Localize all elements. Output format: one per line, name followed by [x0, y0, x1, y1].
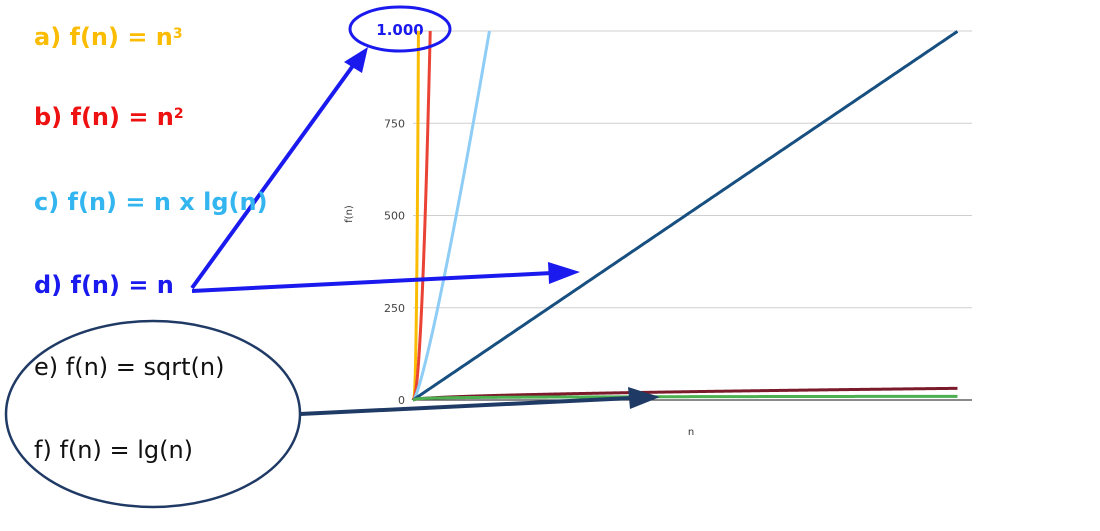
y-axis-label: f(n): [344, 205, 355, 223]
grid-lines: [413, 30, 972, 401]
y-tick-labels: 0 250 500 750 1.000: [376, 21, 423, 407]
y-tick-label: 500: [384, 210, 405, 223]
legend-label-nlogn: c) f(n) = n x lg(n): [34, 188, 268, 216]
legend-label-cubic-text: a) f(n) = n: [34, 23, 173, 51]
legend-label-quadratic: b) f(n) = n2: [34, 102, 184, 132]
series-lines: [411, 30, 959, 402]
legend-label-sqrt: e) f(n) = sqrt(n): [34, 353, 225, 381]
arrow-to-flat-lines: [299, 396, 633, 416]
arrow-head-linear: [548, 262, 580, 284]
legend-label-quadratic-exponent: 2: [173, 106, 184, 122]
arrow-head-top: [344, 47, 368, 73]
arrow-to-top-value: [190, 54, 362, 290]
series-line-lgn: [411, 394, 959, 402]
x-axis-label: n: [688, 427, 694, 438]
y-tick-label: 750: [384, 117, 405, 130]
arrow-head-flat: [628, 387, 660, 409]
legend-label-quadratic-text: b) f(n) = n: [34, 103, 174, 131]
top-value-ellipse: [348, 5, 452, 53]
sqrt-lg-ellipse: [4, 319, 302, 509]
legend-label-cubic: a) f(n) = n3: [34, 22, 183, 52]
legend-label-linear: d) f(n) = n: [34, 271, 174, 299]
y-tick-label: 250: [384, 302, 405, 315]
series-line-n: [411, 30, 959, 402]
legend-label-log: f) f(n) = lg(n): [34, 436, 194, 464]
legend-label-cubic-exponent: 3: [172, 26, 183, 42]
arrow-to-linear-line: [191, 271, 553, 293]
y-tick-label: 1.000: [376, 21, 423, 39]
y-tick-label: 0: [398, 394, 405, 407]
